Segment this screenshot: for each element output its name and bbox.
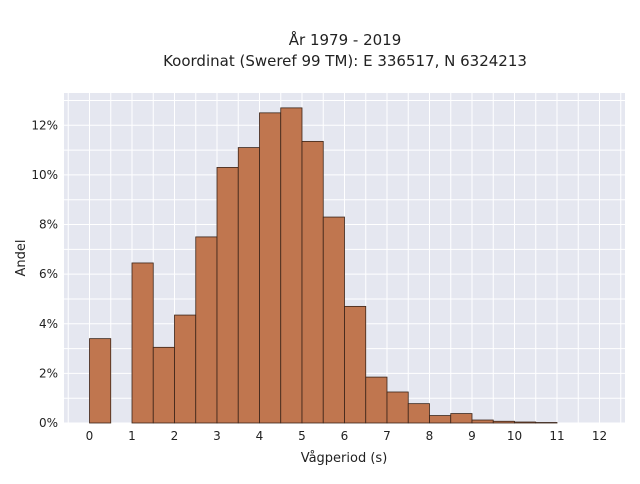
histogram-bar: [238, 148, 259, 423]
y-axis-label: Andel: [14, 240, 29, 277]
y-tick-label: 2%: [39, 366, 58, 380]
y-tick-label: 12%: [31, 118, 58, 132]
histogram-bar: [132, 263, 153, 423]
x-tick-label: 7: [383, 429, 391, 443]
y-tick-labels: 0% 2% 4% 6% 8% 10% 12%: [31, 118, 58, 430]
histogram-bar: [196, 237, 217, 423]
histogram-bar: [281, 108, 302, 423]
y-tick-label: 0%: [39, 416, 58, 430]
histogram-bar: [323, 217, 344, 423]
histogram-bar: [515, 422, 536, 423]
histogram-bar: [366, 377, 387, 423]
histogram-bar: [451, 414, 472, 423]
x-tick-label: 3: [213, 429, 221, 443]
histogram-bar: [387, 392, 408, 423]
x-tick-label: 0: [86, 429, 94, 443]
y-tick-label: 4%: [39, 317, 58, 331]
x-tick-label: 2: [171, 429, 179, 443]
histogram-bar: [472, 420, 493, 423]
x-tick-label: 6: [341, 429, 349, 443]
histogram-bar: [408, 404, 429, 423]
histogram-bar: [345, 306, 366, 423]
x-tick-label: 5: [298, 429, 306, 443]
histogram-bar: [430, 416, 451, 423]
y-tick-label: 6%: [39, 267, 58, 281]
chart-title: År 1979 - 2019: [289, 30, 402, 49]
histogram-bar: [260, 113, 281, 423]
histogram-bar: [153, 347, 174, 423]
x-tick-label: 10: [507, 429, 522, 443]
x-tick-label: 4: [256, 429, 264, 443]
histogram-bar: [217, 167, 238, 423]
y-tick-label: 8%: [39, 218, 58, 232]
x-tick-label: 1: [128, 429, 136, 443]
y-tick-label: 10%: [31, 168, 58, 182]
chart-subtitle: Koordinat (Sweref 99 TM): E 336517, N 63…: [163, 52, 527, 70]
x-tick-label: 11: [549, 429, 564, 443]
x-tick-label: 12: [592, 429, 607, 443]
histogram-bar: [493, 421, 514, 423]
histogram-bar: [175, 315, 196, 423]
x-tick-label: 9: [468, 429, 476, 443]
x-tick-label: 8: [426, 429, 434, 443]
histogram-bar: [90, 339, 111, 423]
x-axis-label: Vågperiod (s): [301, 451, 388, 466]
histogram-bar: [302, 141, 323, 423]
